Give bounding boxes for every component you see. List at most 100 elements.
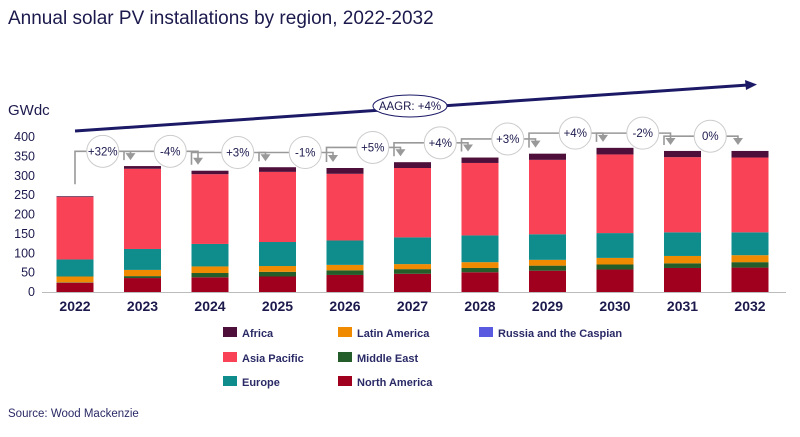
x-tick-label: 2024	[194, 298, 225, 314]
growth-badge	[288, 136, 322, 169]
growth-label: -1%	[295, 148, 315, 160]
x-tick-label: 2023	[127, 298, 158, 314]
legend-label: Russia and the Caspian	[498, 328, 622, 340]
bar-segment-north-america	[326, 274, 364, 292]
bar-segment-latin-america	[731, 255, 769, 263]
legend-swatch	[338, 376, 352, 386]
y-tick-label: 350	[14, 149, 35, 163]
bar-segment-asia-pacific	[259, 171, 296, 243]
bar-segment-latin-america	[596, 257, 634, 265]
bar-segment-europe	[596, 233, 634, 258]
bar-segment-latin-america	[124, 269, 161, 277]
bar-segment-europe	[259, 242, 296, 267]
x-tick-label: 2022	[59, 298, 90, 314]
bar-segment-europe	[461, 235, 499, 263]
x-tick-label: 2029	[532, 298, 563, 314]
x-tick-label: 2027	[397, 298, 428, 314]
growth-label: 0%	[702, 131, 719, 143]
bar-segment-north-america	[191, 277, 229, 292]
growth-label: +3%	[496, 134, 519, 146]
growth-badge	[221, 136, 255, 169]
source-note: Source: Wood Mackenzie	[8, 408, 139, 420]
bar-segment-latin-america	[394, 264, 431, 270]
bar-segment-europe	[394, 237, 431, 265]
bar-segment-north-america	[731, 267, 769, 292]
growth-badge	[86, 134, 120, 168]
legend-label: Middle East	[357, 353, 418, 365]
arrow-down-icon	[598, 134, 608, 142]
bar-segment-north-america	[259, 276, 296, 292]
legend-label: Latin America	[357, 328, 430, 340]
x-tick-label: 2032	[734, 298, 765, 314]
bar-segment-north-america	[529, 270, 566, 292]
x-tick-label: 2026	[329, 298, 360, 314]
bar-segment-middle-east	[124, 276, 161, 279]
growth-badge	[558, 116, 592, 150]
bar-segment-asia-pacific	[124, 168, 161, 249]
x-tick-label: 2025	[262, 298, 293, 314]
growth-label: +4%	[564, 128, 587, 140]
bar-segment-middle-east	[529, 265, 566, 271]
legend-swatch	[223, 327, 237, 337]
bar-segment-middle-east	[664, 263, 701, 268]
bar-segment-middle-east	[191, 273, 229, 278]
bar-segment-africa	[191, 170, 229, 175]
bar-segment-europe	[326, 240, 364, 265]
bar-segment-europe	[731, 232, 769, 256]
growth-label: +3%	[226, 148, 249, 160]
bar-segment-europe	[56, 259, 94, 277]
bar-segment-asia-pacific	[731, 157, 769, 233]
legend-label: North America	[357, 377, 433, 389]
arrow-down-icon	[530, 140, 541, 148]
y-tick-label: 200	[14, 208, 35, 222]
growth-label: -4%	[160, 146, 180, 158]
bar-segment-north-america	[461, 272, 499, 292]
growth-badge	[153, 134, 187, 168]
growth-label: -2%	[633, 128, 653, 140]
arrow-down-icon	[395, 149, 406, 157]
arrow-down-icon	[193, 157, 203, 165]
arrow-down-icon	[665, 137, 676, 145]
bar-segment-latin-america	[529, 259, 566, 266]
y-axis-label: GWdc	[8, 102, 50, 119]
arrow-down-icon	[463, 144, 473, 152]
y-tick-label: 100	[14, 246, 35, 260]
legend-label: Asia Pacific	[242, 353, 304, 365]
bar-segment-europe	[529, 234, 566, 260]
bar-segment-africa	[461, 157, 499, 163]
bar-segment-middle-east	[596, 264, 634, 270]
growth-label: +32%	[88, 146, 118, 158]
bar-segment-middle-east	[259, 271, 296, 277]
y-tick-label: 250	[14, 188, 35, 202]
y-tick-label: 150	[14, 227, 35, 241]
growth-badge	[423, 126, 457, 160]
arrow-down-icon	[260, 154, 271, 162]
legend-label: Africa	[242, 328, 274, 340]
legend-label: Europe	[242, 377, 280, 389]
arrow-down-icon	[125, 153, 136, 161]
growth-label: +4%	[429, 138, 452, 150]
bar-segment-middle-east	[731, 262, 769, 268]
bar-segment-asia-pacific	[56, 197, 94, 260]
bar-segment-north-america	[596, 269, 634, 292]
growth-badge	[626, 116, 660, 150]
bar-segment-africa	[529, 153, 566, 160]
bar-segment-africa	[664, 150, 701, 158]
bar-segment-africa	[56, 196, 94, 198]
growth-label: +5%	[361, 142, 384, 154]
arrow-down-icon	[328, 155, 338, 162]
bar-segment-asia-pacific	[394, 168, 431, 238]
legend-swatch	[223, 352, 237, 362]
bar-segment-asia-pacific	[596, 154, 634, 234]
y-tick-label: 0	[28, 285, 35, 299]
bar-segment-latin-america	[259, 266, 296, 272]
bar-segment-africa	[596, 147, 634, 155]
arrow-right-icon	[745, 80, 757, 90]
y-tick-label: 50	[21, 266, 35, 280]
bar-segment-africa	[259, 167, 296, 172]
x-tick-label: 2030	[599, 298, 630, 314]
bar-segment-north-america	[124, 278, 161, 292]
growth-badge	[693, 119, 727, 153]
y-tick-label: 400	[14, 130, 35, 144]
bar-segment-africa	[326, 168, 364, 174]
